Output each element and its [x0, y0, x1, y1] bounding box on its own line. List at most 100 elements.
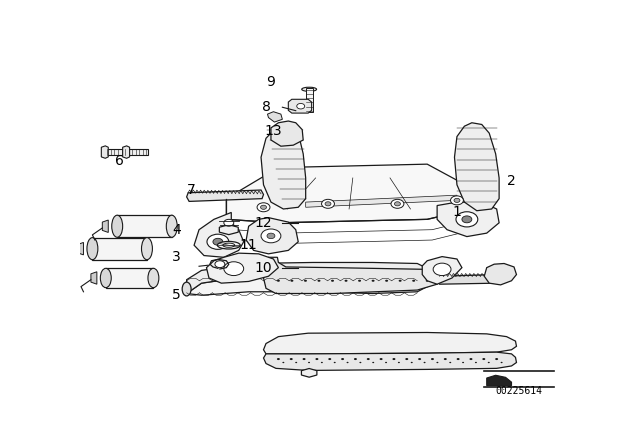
Circle shape: [297, 103, 305, 109]
Text: 5: 5: [172, 288, 181, 302]
Circle shape: [444, 358, 447, 360]
Circle shape: [367, 358, 370, 360]
Text: 00225614: 00225614: [495, 386, 543, 396]
Text: 6: 6: [115, 154, 124, 168]
Polygon shape: [187, 190, 264, 202]
Circle shape: [385, 362, 387, 363]
Ellipse shape: [112, 215, 123, 237]
Circle shape: [290, 358, 292, 360]
Ellipse shape: [182, 282, 191, 296]
Polygon shape: [187, 275, 428, 295]
Circle shape: [224, 220, 234, 226]
Polygon shape: [127, 149, 148, 155]
Polygon shape: [207, 253, 278, 283]
Text: 10: 10: [255, 261, 273, 275]
Circle shape: [454, 198, 460, 202]
Polygon shape: [288, 99, 312, 113]
Circle shape: [462, 216, 472, 223]
Circle shape: [321, 362, 323, 363]
Circle shape: [346, 362, 349, 363]
Circle shape: [456, 358, 460, 360]
Circle shape: [257, 203, 270, 212]
Circle shape: [207, 234, 229, 250]
Text: 1: 1: [452, 206, 461, 220]
Circle shape: [325, 202, 331, 206]
Circle shape: [483, 358, 485, 360]
Polygon shape: [422, 257, 462, 284]
Circle shape: [411, 362, 413, 363]
Circle shape: [418, 358, 421, 360]
Polygon shape: [484, 263, 516, 285]
Circle shape: [344, 280, 348, 282]
Circle shape: [495, 358, 498, 360]
Text: 8: 8: [262, 100, 271, 114]
Circle shape: [303, 358, 305, 360]
Polygon shape: [123, 146, 129, 158]
Circle shape: [392, 358, 396, 360]
Circle shape: [412, 280, 415, 282]
Polygon shape: [194, 212, 244, 257]
Circle shape: [426, 280, 429, 282]
Circle shape: [436, 362, 438, 363]
Circle shape: [331, 280, 334, 282]
Circle shape: [391, 199, 404, 208]
Circle shape: [500, 362, 502, 363]
Ellipse shape: [148, 268, 159, 288]
Ellipse shape: [87, 237, 98, 260]
Polygon shape: [264, 257, 440, 293]
Polygon shape: [306, 195, 457, 207]
Circle shape: [456, 212, 478, 227]
Circle shape: [277, 280, 280, 282]
Circle shape: [328, 358, 332, 360]
Circle shape: [385, 280, 388, 282]
Circle shape: [215, 261, 225, 267]
Circle shape: [316, 358, 319, 360]
Polygon shape: [77, 242, 83, 255]
Polygon shape: [220, 225, 238, 235]
Ellipse shape: [141, 237, 152, 260]
Polygon shape: [301, 369, 317, 377]
Circle shape: [304, 280, 307, 282]
Text: 4: 4: [172, 223, 181, 237]
Polygon shape: [437, 275, 499, 284]
Circle shape: [394, 202, 401, 206]
Polygon shape: [271, 121, 303, 146]
Circle shape: [405, 358, 408, 360]
Polygon shape: [102, 220, 108, 233]
Text: 7: 7: [188, 183, 196, 197]
Circle shape: [282, 362, 284, 363]
Polygon shape: [264, 352, 516, 370]
Text: 3: 3: [172, 250, 181, 264]
Circle shape: [470, 358, 472, 360]
Circle shape: [277, 358, 280, 360]
Circle shape: [398, 362, 400, 363]
Polygon shape: [106, 149, 127, 155]
Bar: [117, 215, 172, 237]
Circle shape: [372, 362, 374, 363]
Circle shape: [317, 280, 321, 282]
Polygon shape: [264, 332, 516, 354]
Circle shape: [260, 205, 266, 209]
Bar: [106, 268, 154, 288]
Circle shape: [341, 358, 344, 360]
Circle shape: [380, 358, 383, 360]
Circle shape: [308, 362, 310, 363]
Ellipse shape: [301, 87, 317, 91]
Circle shape: [261, 229, 281, 243]
Text: 11: 11: [240, 238, 257, 252]
Text: 12: 12: [255, 216, 273, 230]
Circle shape: [462, 362, 464, 363]
Circle shape: [360, 362, 362, 363]
Circle shape: [424, 362, 426, 363]
Ellipse shape: [166, 215, 177, 237]
Circle shape: [224, 262, 244, 276]
Ellipse shape: [223, 243, 235, 247]
Circle shape: [449, 362, 451, 363]
Circle shape: [295, 362, 297, 363]
Ellipse shape: [100, 268, 111, 288]
Ellipse shape: [218, 241, 240, 249]
Polygon shape: [486, 375, 511, 386]
Text: 13: 13: [264, 125, 282, 138]
Text: 2: 2: [507, 174, 516, 189]
Circle shape: [451, 196, 463, 205]
